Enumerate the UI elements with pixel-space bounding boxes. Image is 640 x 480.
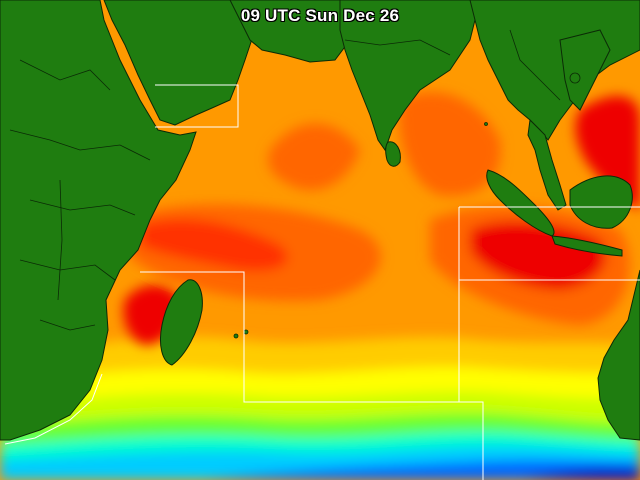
island-reunion — [233, 333, 239, 339]
box-south-africa — [4, 373, 103, 445]
land — [0, 0, 640, 441]
africa — [0, 0, 197, 441]
island-mauritius — [243, 329, 249, 335]
indian-subcontinent — [339, 0, 481, 152]
country-borders — [9, 29, 561, 331]
border-africa-4 — [19, 259, 116, 281]
box-southwest — [140, 271, 484, 480]
sst-warm-patches — [121, 92, 640, 345]
border-africa-1 — [19, 59, 111, 91]
island-andaman — [484, 122, 488, 126]
java — [551, 235, 623, 257]
malay-peninsula — [527, 118, 567, 211]
australia — [597, 269, 640, 441]
border-africa-5 — [39, 319, 96, 331]
box-east — [458, 206, 640, 402]
border-africa-2 — [9, 129, 151, 161]
sst-band-blue — [200, 460, 640, 480]
warm-patch-arabian — [268, 123, 360, 191]
indochina — [559, 29, 611, 111]
island-hainan — [569, 72, 581, 84]
domain-boxes — [4, 84, 640, 480]
sst-bands — [0, 336, 640, 480]
hot-patch-mozambique — [140, 218, 288, 272]
box-red-sea — [155, 84, 239, 128]
sri-lanka — [385, 141, 401, 167]
border-africa-6 — [57, 179, 63, 301]
madagascar — [159, 279, 203, 366]
border-india — [344, 39, 451, 56]
sst-band-deep-blue — [520, 467, 640, 480]
border-africa-3 — [29, 199, 136, 216]
borneo — [569, 175, 633, 229]
warm-patch-bay — [399, 92, 501, 196]
border-seasia — [509, 29, 561, 101]
